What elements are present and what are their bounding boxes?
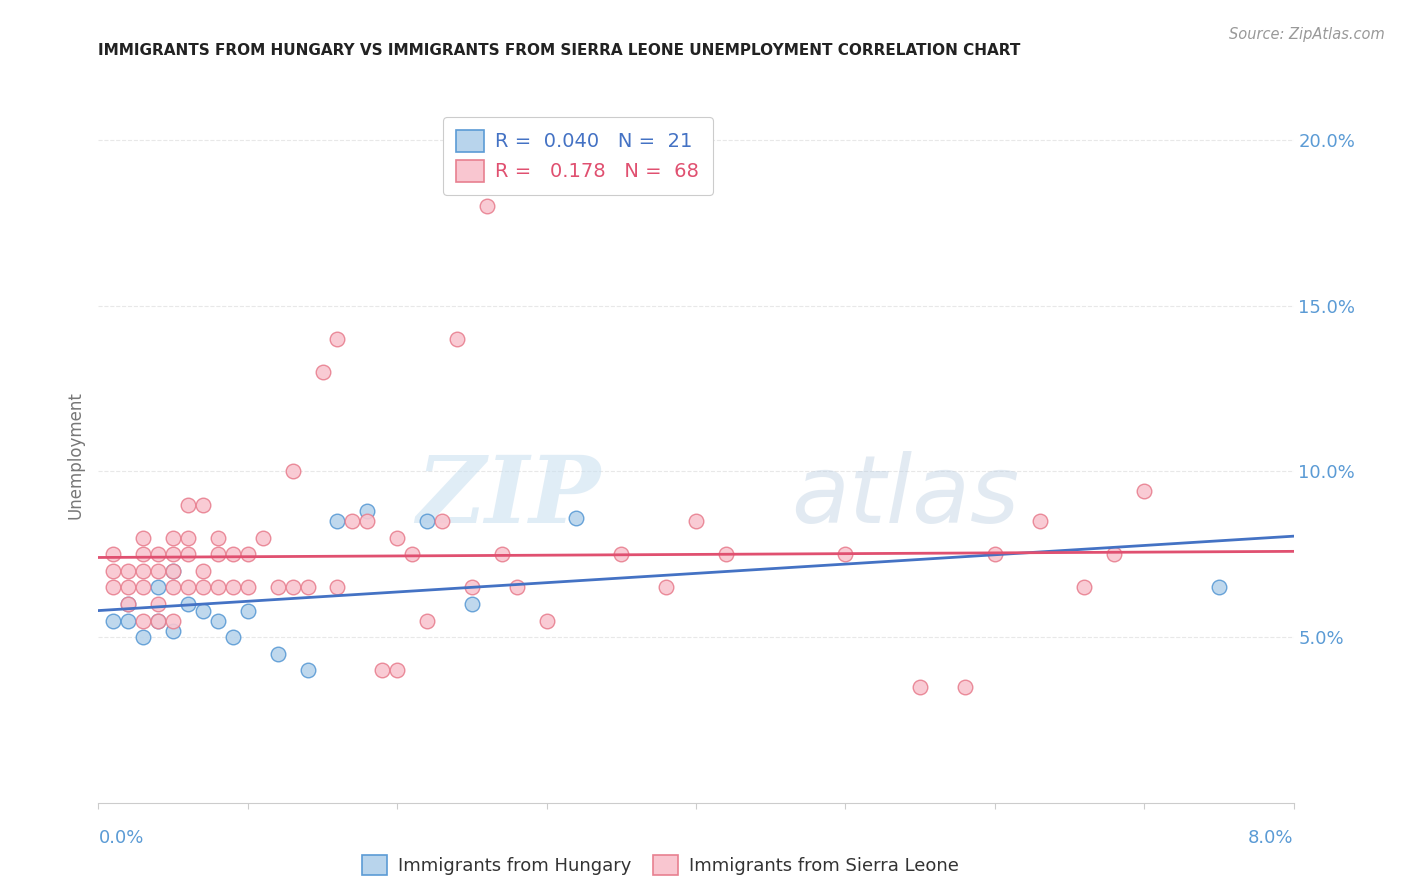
Y-axis label: Unemployment: Unemployment bbox=[66, 391, 84, 519]
Point bbox=[685, 514, 707, 528]
Point bbox=[236, 604, 259, 618]
Point bbox=[416, 614, 439, 628]
Point bbox=[148, 564, 170, 578]
Point bbox=[236, 547, 259, 561]
Point bbox=[207, 581, 229, 595]
Point bbox=[207, 547, 229, 561]
Point bbox=[297, 663, 319, 677]
Point bbox=[132, 630, 155, 644]
Point bbox=[834, 547, 856, 561]
Point bbox=[162, 564, 184, 578]
Point bbox=[356, 504, 378, 518]
Point bbox=[117, 614, 139, 628]
Point bbox=[610, 547, 633, 561]
Point bbox=[117, 564, 139, 578]
Point bbox=[1102, 547, 1125, 561]
Text: 8.0%: 8.0% bbox=[1249, 830, 1294, 847]
Point bbox=[655, 581, 678, 595]
Point bbox=[132, 614, 155, 628]
Point bbox=[311, 365, 333, 379]
Point bbox=[222, 547, 245, 561]
Point bbox=[191, 564, 214, 578]
Point bbox=[371, 663, 394, 677]
Point bbox=[222, 630, 245, 644]
Point bbox=[385, 663, 409, 677]
Point bbox=[714, 547, 737, 561]
Point bbox=[267, 581, 290, 595]
Point bbox=[222, 581, 245, 595]
Point bbox=[1208, 581, 1230, 595]
Point bbox=[162, 564, 184, 578]
Point bbox=[162, 614, 184, 628]
Point bbox=[1133, 484, 1156, 499]
Point bbox=[326, 514, 349, 528]
Point bbox=[297, 581, 319, 595]
Point bbox=[117, 597, 139, 611]
Point bbox=[148, 614, 170, 628]
Point bbox=[281, 581, 304, 595]
Point bbox=[281, 465, 304, 479]
Point bbox=[191, 498, 214, 512]
Text: ZIP: ZIP bbox=[416, 451, 600, 541]
Point bbox=[401, 547, 423, 561]
Point bbox=[177, 547, 200, 561]
Point bbox=[148, 597, 170, 611]
Point bbox=[117, 581, 139, 595]
Point bbox=[1028, 514, 1050, 528]
Point bbox=[491, 547, 513, 561]
Point bbox=[475, 199, 498, 213]
Point bbox=[117, 597, 139, 611]
Point bbox=[506, 581, 529, 595]
Point bbox=[132, 547, 155, 561]
Point bbox=[191, 581, 214, 595]
Point bbox=[326, 332, 349, 346]
Point bbox=[342, 514, 364, 528]
Point bbox=[148, 581, 170, 595]
Point bbox=[565, 511, 588, 525]
Point bbox=[326, 581, 349, 595]
Point bbox=[207, 614, 229, 628]
Text: 0.0%: 0.0% bbox=[98, 830, 143, 847]
Point bbox=[953, 680, 976, 694]
Point bbox=[162, 547, 184, 561]
Point bbox=[191, 604, 214, 618]
Point bbox=[252, 531, 274, 545]
Point bbox=[356, 514, 378, 528]
Point bbox=[162, 581, 184, 595]
Text: IMMIGRANTS FROM HUNGARY VS IMMIGRANTS FROM SIERRA LEONE UNEMPLOYMENT CORRELATION: IMMIGRANTS FROM HUNGARY VS IMMIGRANTS FR… bbox=[98, 43, 1021, 58]
Point bbox=[461, 581, 484, 595]
Point bbox=[132, 531, 155, 545]
Point bbox=[416, 514, 439, 528]
Text: Source: ZipAtlas.com: Source: ZipAtlas.com bbox=[1229, 27, 1385, 42]
Point bbox=[177, 531, 200, 545]
Point bbox=[446, 332, 468, 346]
Point bbox=[908, 680, 931, 694]
Text: atlas: atlas bbox=[792, 451, 1019, 542]
Point bbox=[103, 564, 125, 578]
Point bbox=[148, 547, 170, 561]
Point bbox=[177, 498, 200, 512]
Point bbox=[983, 547, 1005, 561]
Point bbox=[207, 531, 229, 545]
Point bbox=[162, 624, 184, 638]
Point bbox=[267, 647, 290, 661]
Point bbox=[177, 581, 200, 595]
Legend: Immigrants from Hungary, Immigrants from Sierra Leone: Immigrants from Hungary, Immigrants from… bbox=[353, 847, 967, 884]
Point bbox=[103, 581, 125, 595]
Point bbox=[461, 597, 484, 611]
Point bbox=[148, 614, 170, 628]
Point bbox=[162, 531, 184, 545]
Point bbox=[103, 547, 125, 561]
Point bbox=[1073, 581, 1095, 595]
Point bbox=[430, 514, 453, 528]
Point bbox=[385, 531, 409, 545]
Point bbox=[132, 564, 155, 578]
Point bbox=[177, 597, 200, 611]
Point bbox=[536, 614, 558, 628]
Point bbox=[103, 614, 125, 628]
Point bbox=[132, 581, 155, 595]
Point bbox=[236, 581, 259, 595]
